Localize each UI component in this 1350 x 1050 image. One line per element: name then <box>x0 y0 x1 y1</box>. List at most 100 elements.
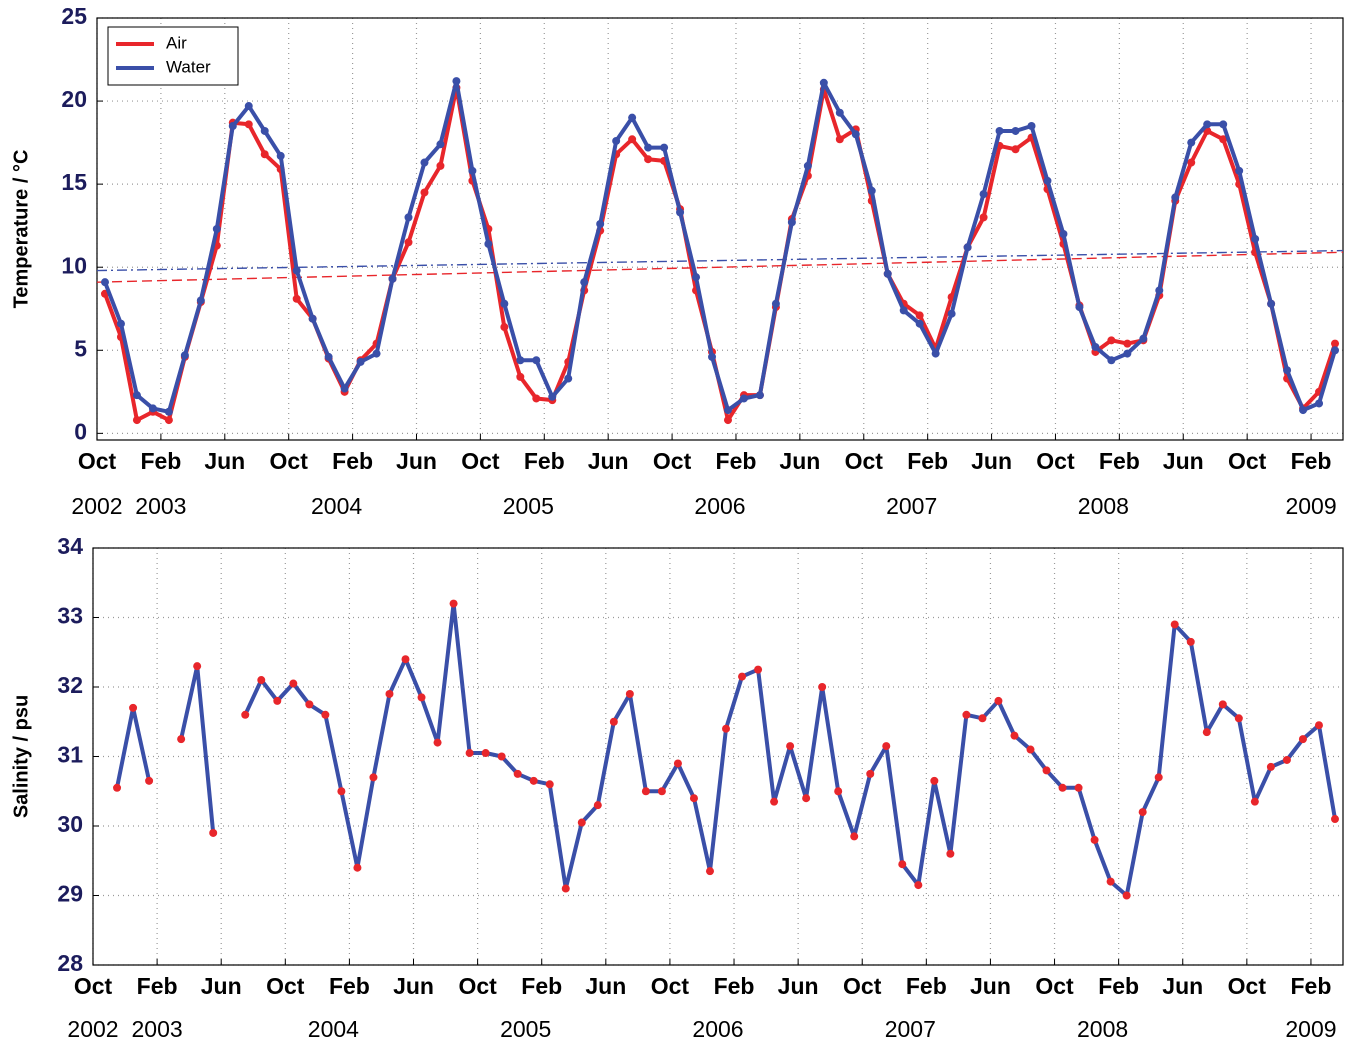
data-point <box>1250 797 1259 806</box>
data-point <box>292 294 301 303</box>
data-point <box>962 710 971 719</box>
data-point <box>452 77 461 86</box>
data-point <box>1314 721 1323 730</box>
data-point <box>641 787 650 796</box>
plot-frame <box>92 547 1344 966</box>
data-point <box>1202 728 1211 737</box>
x-tick-label: Feb <box>521 973 562 999</box>
x-tick-label: Feb <box>1098 973 1139 999</box>
data-point <box>593 801 602 810</box>
x-tick-label: Feb <box>1099 448 1140 474</box>
data-point <box>180 351 189 360</box>
data-point <box>755 391 764 400</box>
x-tick-label: Feb <box>332 448 373 474</box>
data-point <box>113 783 122 792</box>
data-point <box>931 349 940 358</box>
data-point <box>1187 138 1196 147</box>
year-label: 2004 <box>308 1016 359 1042</box>
data-point <box>609 717 618 726</box>
data-point <box>979 213 988 222</box>
data-point <box>532 394 541 403</box>
year-label: 2009 <box>1285 1016 1336 1042</box>
data-point <box>353 863 362 872</box>
data-point <box>915 311 924 320</box>
y-axis-label: Temperature / °C <box>10 150 32 309</box>
data-point <box>851 130 860 139</box>
plot-frame <box>96 17 1344 441</box>
y-tick-label: 25 <box>61 3 87 29</box>
x-tick-label: Jun <box>1163 448 1204 474</box>
y-axis-label: Salinity / psu <box>10 695 32 818</box>
x-tick-label: Jun <box>970 973 1011 999</box>
x-tick-label: Oct <box>458 973 497 999</box>
data-point <box>705 867 714 876</box>
data-point <box>644 143 653 152</box>
data-point <box>100 278 109 287</box>
data-point <box>321 710 330 719</box>
data-point <box>305 700 314 709</box>
x-tick-label: Jun <box>778 973 819 999</box>
x-tick-label: Feb <box>714 973 755 999</box>
data-point <box>1234 714 1243 723</box>
data-point <box>625 689 634 698</box>
x-tick-label: Oct <box>845 448 884 474</box>
year-label: 2009 <box>1285 493 1336 519</box>
data-point <box>1010 731 1019 740</box>
data-point <box>738 672 747 681</box>
data-point <box>401 655 410 664</box>
data-point <box>628 135 637 144</box>
data-point <box>324 352 333 361</box>
data-point <box>915 319 924 328</box>
data-point <box>500 323 509 332</box>
year-label: 2008 <box>1077 1016 1128 1042</box>
y-tick-label: 30 <box>57 811 83 837</box>
data-point <box>516 356 525 365</box>
data-point <box>1203 120 1212 129</box>
data-point <box>545 780 554 789</box>
data-point <box>914 881 923 890</box>
x-tick-label: Oct <box>78 448 117 474</box>
x-tick-label: Feb <box>140 448 181 474</box>
data-point <box>835 135 844 144</box>
y-tick-label: 10 <box>61 252 87 278</box>
y-tick-label: 31 <box>57 742 83 768</box>
x-tick-label: Jun <box>396 448 437 474</box>
x-tick-label: Oct <box>653 448 692 474</box>
x-tick-label: Oct <box>270 448 309 474</box>
data-point <box>770 797 779 806</box>
data-point <box>337 787 346 796</box>
data-point <box>754 665 763 674</box>
x-tick-label: Jun <box>779 448 820 474</box>
year-label: 2002 <box>67 1016 118 1042</box>
data-point <box>963 243 972 252</box>
data-point <box>433 738 442 747</box>
data-point <box>978 714 987 723</box>
data-point <box>1283 366 1292 375</box>
data-point <box>500 299 509 308</box>
year-label: 2003 <box>132 1016 183 1042</box>
y-tick-label: 29 <box>57 881 83 907</box>
data-point <box>802 794 811 803</box>
x-tick-label: Feb <box>137 973 178 999</box>
plot-area <box>97 18 1343 440</box>
x-tick-label: Feb <box>716 448 757 474</box>
data-point <box>708 352 717 361</box>
data-point <box>835 108 844 117</box>
data-point <box>979 190 988 199</box>
x-tick-label: Oct <box>1036 448 1075 474</box>
data-point <box>882 742 891 751</box>
data-point <box>145 776 154 785</box>
year-label: 2005 <box>500 1016 551 1042</box>
data-point <box>689 794 698 803</box>
data-point <box>497 752 506 761</box>
data-point <box>883 269 892 278</box>
data-point <box>116 319 125 328</box>
x-tick-label: Oct <box>1035 973 1074 999</box>
data-point <box>722 724 731 733</box>
data-point <box>1090 835 1099 844</box>
data-point <box>692 273 701 282</box>
data-point <box>1298 735 1307 744</box>
x-tick-label: Jun <box>201 973 242 999</box>
x-tick-label: Oct <box>843 973 882 999</box>
data-point <box>818 683 827 691</box>
